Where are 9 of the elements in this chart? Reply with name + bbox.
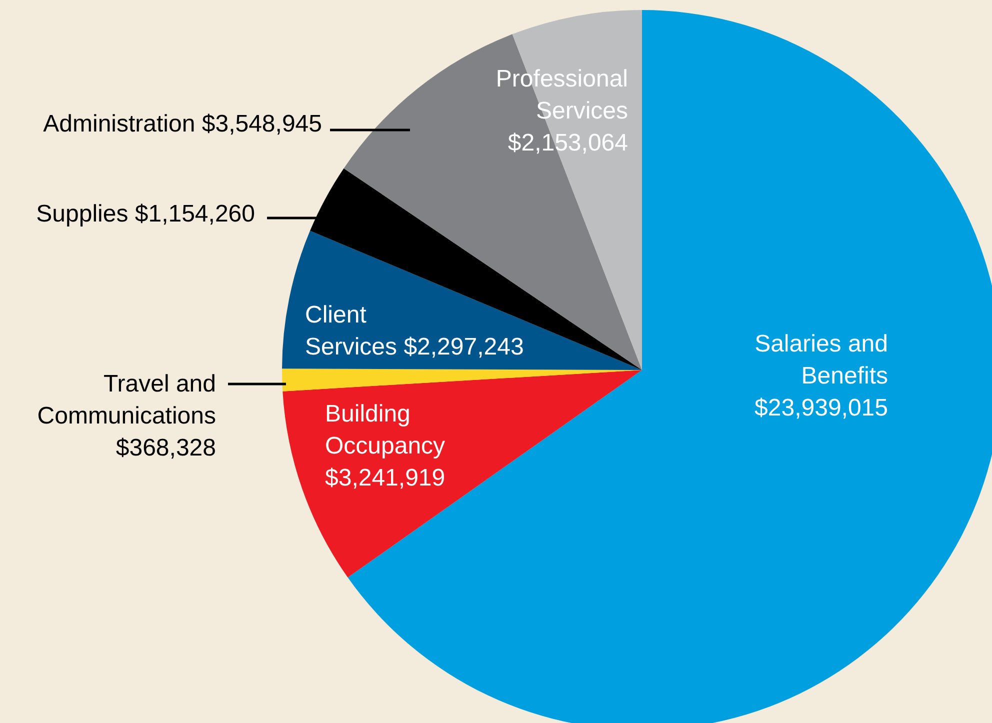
data-label: $368,328 [116,434,216,462]
slice-label: Client Services $2,297,243 [305,302,524,361]
data-label: $23,939,015 [754,394,888,422]
slice-label: Salaries and Benefits [754,330,888,390]
slice-label: Supplies $1,154,260 [36,200,255,228]
slice-label: Administration $3,548,945 [43,110,322,138]
data-label: $3,241,919 [325,464,446,492]
slice-label: Building Occupancy [325,400,446,460]
slice-label: Travel and Communications [37,370,216,430]
